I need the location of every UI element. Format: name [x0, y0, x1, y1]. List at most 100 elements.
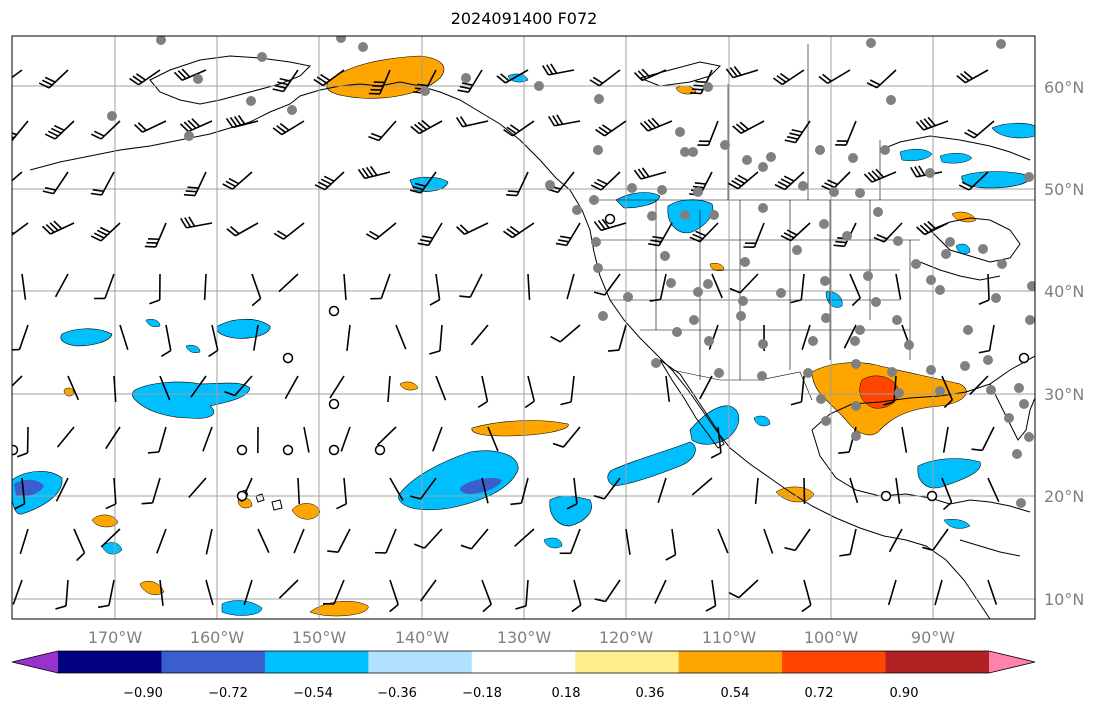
anomaly-fill	[471, 420, 569, 437]
colorbar-tick-label: −0.36	[377, 686, 417, 701]
wind-barb-icon	[717, 528, 729, 554]
wind-barb-icon	[156, 528, 167, 554]
wind-barb-icon	[728, 171, 759, 190]
station-dot-icon	[978, 244, 988, 254]
station-dot-icon	[894, 388, 904, 398]
station-dot-icon	[593, 145, 603, 155]
map-frame	[11, 35, 1036, 620]
station-dot-icon	[960, 361, 970, 371]
wind-barb-icon	[524, 375, 536, 409]
station-dot-icon	[703, 279, 713, 289]
colorbar-swatch	[885, 651, 990, 673]
calm-wind-icon	[236, 444, 248, 456]
wind-barb-icon	[801, 324, 811, 351]
wind-barb-icon	[922, 528, 949, 551]
anomaly-fill	[326, 55, 445, 99]
station-dot-icon	[534, 81, 544, 91]
wind-barb-icon	[297, 477, 301, 505]
calm-wind-icon	[282, 444, 294, 456]
calm-wind-icon	[926, 490, 938, 502]
wind-barb-icon	[784, 120, 811, 144]
wind-barb-icon	[593, 218, 627, 232]
wind-barb-icon	[657, 477, 667, 504]
coastline-layer	[29, 55, 1035, 619]
wind-barb-icon	[134, 120, 167, 133]
wind-barb-icon	[866, 69, 897, 89]
station-dot-icon	[675, 127, 685, 137]
wind-barb-icon	[159, 375, 171, 401]
anomaly-fill	[951, 211, 977, 223]
station-dot-icon	[991, 293, 1001, 303]
wind-barb-icon	[67, 375, 80, 401]
colorbar	[11, 650, 1036, 674]
wind-barb-icon	[387, 375, 391, 402]
anomaly-fill	[753, 415, 771, 427]
station-dot-icon	[1012, 449, 1022, 459]
colorbar-tick-label: −0.72	[208, 686, 248, 701]
wind-barb-icon	[956, 69, 989, 84]
station-dot-icon	[680, 147, 690, 157]
wind-barb-icon	[357, 165, 391, 180]
station-dot-icon	[680, 210, 690, 220]
station-dot-icon	[738, 296, 748, 306]
wind-barb-icon	[915, 116, 949, 131]
wind-barb-icon	[510, 477, 529, 506]
station-dot-icon	[193, 74, 203, 84]
wind-barb-icon	[12, 324, 29, 351]
station-dot-icon	[714, 368, 724, 378]
station-dot-icon	[660, 251, 670, 261]
wind-barb-icon	[732, 120, 765, 134]
station-dot-icon	[257, 52, 267, 62]
wind-barb-icon	[343, 273, 347, 300]
wind-barb-icon	[697, 120, 719, 146]
anomaly-fill	[145, 319, 161, 327]
wind-barb-icon	[801, 579, 812, 613]
wind-barb-icon	[257, 528, 270, 553]
wind-barb-icon	[978, 324, 995, 354]
wind-barb-icon	[251, 273, 262, 307]
wind-barb-icon	[589, 69, 621, 87]
station-dot-icon	[693, 287, 703, 297]
wind-barb-icon	[477, 375, 489, 409]
station-dot-icon	[893, 236, 903, 246]
station-dot-icon	[798, 181, 808, 191]
wind-barb-icon	[571, 579, 582, 613]
calm-wind-icon	[328, 444, 340, 456]
station-dot-icon	[851, 359, 861, 369]
station-dot-icon	[1014, 383, 1024, 393]
station-dot-icon	[420, 86, 430, 96]
wind-barb-icon	[625, 528, 631, 555]
wind-barb-icon	[278, 579, 299, 599]
wind-barb-icon	[552, 426, 581, 448]
anomaly-fill	[397, 450, 519, 511]
station-dot-icon	[156, 36, 166, 45]
calm-wind-icon	[374, 444, 386, 456]
wind-barb-icon	[763, 528, 774, 554]
wind-barb-icon	[273, 222, 305, 240]
map-title: 2024091400 F072	[450, 9, 598, 28]
station-dot-icon	[572, 205, 582, 215]
anomaly-fill	[955, 243, 971, 255]
wind-barb-icon	[90, 171, 115, 196]
anomaly-fill	[607, 441, 696, 487]
station-dot-icon	[593, 263, 603, 273]
station-dot-icon	[358, 42, 368, 52]
station-dot-layer	[107, 36, 1035, 508]
wind-barb-icon	[368, 69, 391, 95]
wind-barb-icon	[835, 120, 857, 146]
colorbar-swatch	[782, 651, 887, 673]
wind-barb-icon	[548, 114, 581, 127]
wind-barb-icon	[370, 273, 391, 300]
station-dot-icon	[816, 394, 826, 404]
wind-barb-icon	[435, 375, 447, 401]
wind-barb-icon	[203, 273, 207, 301]
station-dot-icon	[1019, 399, 1029, 409]
wind-barb-icon	[481, 477, 489, 504]
wind-barb-icon	[322, 579, 345, 605]
station-dot-icon	[880, 145, 890, 155]
station-dot-icon	[623, 292, 633, 302]
wind-barb-icon	[395, 324, 407, 350]
anomaly-fill	[60, 328, 113, 347]
wind-barb-icon	[481, 579, 492, 613]
colorbar-swatch	[58, 651, 162, 673]
